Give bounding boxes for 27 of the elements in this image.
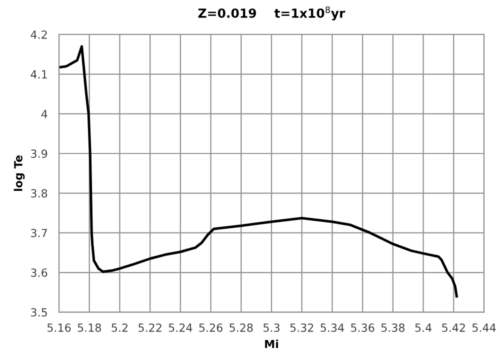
x-tick-label: 5.44 [472,324,496,332]
x-tick-label: 5.3 [264,323,280,332]
x-tick-label: 5.38 [381,323,405,332]
x-tick-label: 5.24 [168,323,192,332]
y-tick-label: 4.1 [30,70,47,78]
x-tick-label: 5.22 [138,323,162,332]
x-tick-label: 5.42 [442,323,465,332]
y-tick-label: 3.6 [31,268,48,277]
x-tick-label: 5.4 [415,324,432,332]
x-tick-label: 5.2 [112,323,128,332]
x-tick-label: 5.26 [199,323,222,332]
x-tick-label: 5.18 [78,323,101,332]
y-tick-label: 4.2 [30,30,47,39]
x-tick-label: 5.28 [230,323,253,332]
line-series [59,45,458,298]
x-tick-label: 5.34 [320,323,344,332]
x-tick-label: 5.32 [290,323,314,332]
x-axis-title: Mi [265,340,278,348]
x-tick-label: 5.16 [47,323,71,332]
y-tick-label: 3.7 [31,228,47,238]
x-tick-label: 5.36 [351,323,374,332]
y-tick-label: 3.8 [31,189,48,198]
chart-title: Z=0.019 t=1x10$^{8}$yr [198,6,346,20]
y-tick-label: 3.5 [31,308,47,317]
y-axis-title: log Te [14,155,25,191]
y-tick-label: 3.9 [31,149,48,158]
y-tick-label: 4 [41,110,48,118]
